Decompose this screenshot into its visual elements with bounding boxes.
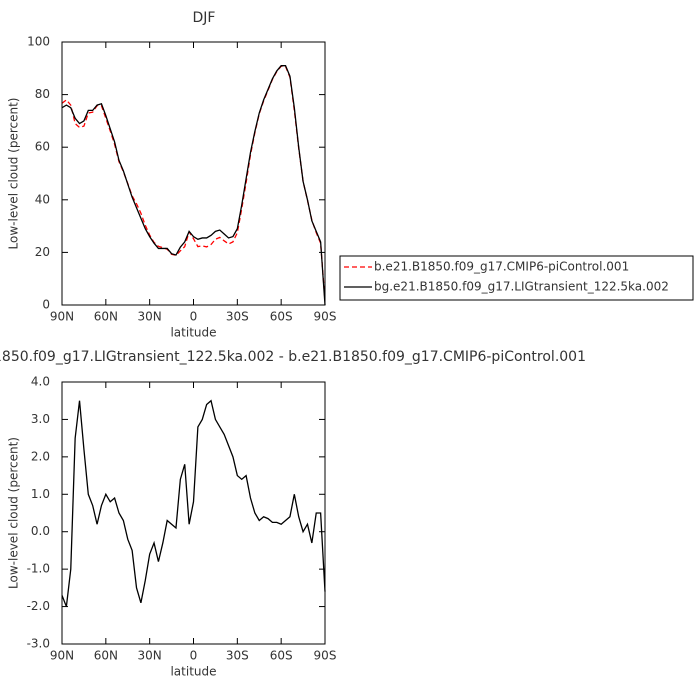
y-tick-label: 60 [35, 140, 50, 154]
data-line [61, 65, 326, 301]
x-tick-label: 60S [270, 310, 293, 324]
x-tick-label: 0 [190, 649, 198, 663]
y-tick-label: 1.0 [31, 487, 50, 501]
x-tick-label: 30N [138, 310, 162, 324]
data-line [61, 65, 326, 306]
chart-title: bg.e21.B1850.f09_g17.LIGtransient_122.5k… [0, 349, 586, 365]
x-tick-label: 90S [314, 649, 337, 663]
x-tick-label: 0 [190, 310, 198, 324]
x-tick-label: 30N [138, 649, 162, 663]
x-tick-label: 60N [94, 649, 118, 663]
y-tick-label: 40 [35, 192, 50, 206]
chart-title: DJF [193, 10, 216, 26]
legend-box [339, 255, 694, 301]
x-tick-label: 30S [226, 649, 249, 663]
y-axis-label: Low-level cloud (percent) [7, 437, 21, 589]
y-tick-label: 80 [35, 87, 50, 101]
y-tick-label: 2.0 [31, 449, 50, 463]
y-tick-label: 0 [42, 298, 50, 312]
x-tick-label: 60S [270, 649, 293, 663]
y-tick-label: 3.0 [31, 412, 50, 426]
y-tick-label: 0.0 [31, 524, 50, 538]
plot-frame [61, 381, 326, 645]
legend-label: bg.e21.B1850.f09_g17.LIGtransient_122.5k… [374, 280, 669, 294]
legend-label: b.e21.B1850.f09_g17.CMIP6-piControl.001 [374, 260, 629, 274]
y-tick-label: 20 [35, 245, 50, 259]
data-line [61, 399, 326, 607]
x-axis-label: latitude [170, 326, 216, 340]
x-axis-label: latitude [170, 665, 216, 679]
y-tick-label: -2.0 [27, 599, 50, 613]
x-tick-label: 90N [50, 310, 74, 324]
x-tick-label: 60N [94, 310, 118, 324]
y-tick-label: -3.0 [27, 637, 50, 651]
plot-frame [61, 41, 326, 306]
y-axis-label: Low-level cloud (percent) [7, 98, 21, 250]
x-tick-label: 90S [314, 310, 337, 324]
y-tick-label: 100 [27, 35, 50, 49]
y-tick-label: 4.0 [31, 375, 50, 389]
x-tick-label: 90N [50, 649, 74, 663]
x-tick-label: 30S [226, 310, 249, 324]
y-tick-label: -1.0 [27, 562, 50, 576]
